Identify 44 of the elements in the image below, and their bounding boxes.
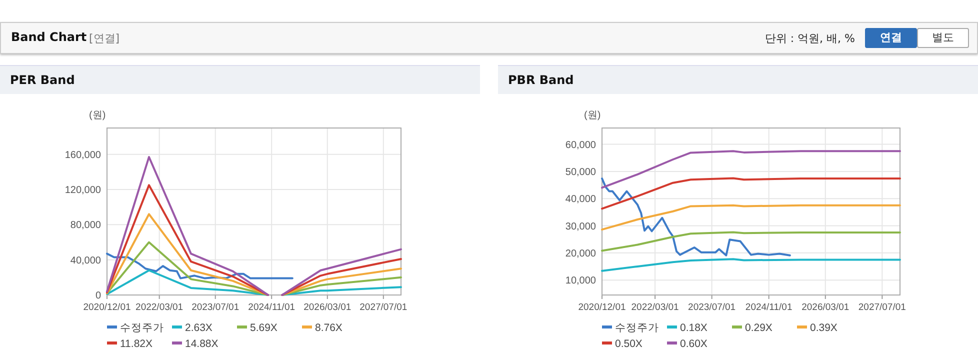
y-tick-label: 120,000 (64, 185, 102, 196)
x-tick-label: 2023/07/01 (688, 302, 736, 313)
y-tick-label: 20,000 (565, 248, 596, 260)
legend-label: 2.63X (185, 322, 212, 334)
x-tick-label: 2020/12/01 (578, 302, 626, 313)
x-tick-label: 2027/07/01 (360, 302, 408, 313)
y-tick-label: 80,000 (70, 220, 102, 232)
x-tick-label: 2026/03/01 (304, 302, 352, 313)
y-tick-label: 50,000 (565, 166, 596, 178)
legend-label: 0.50X (615, 338, 642, 350)
legend-label: 0.18X (680, 322, 708, 334)
text: [연결] (89, 31, 120, 46)
x-tick-label: 2027/07/01 (858, 302, 906, 313)
x-tick-label: 2024/11/01 (745, 302, 792, 313)
legend-label: 0.39X (810, 322, 838, 334)
y-tick-label: 60,000 (565, 140, 596, 151)
text: Band Chart (11, 30, 87, 44)
legend-label: 수정주가 (120, 322, 164, 334)
chart-title: PBR Band (508, 73, 574, 87)
y-axis-title: (원) (89, 110, 106, 121)
y-tick-label: 40,000 (565, 194, 596, 206)
legend-label: 11.82X (120, 338, 152, 350)
legend-label: 0.29X (745, 322, 772, 334)
y-tick-label: 30,000 (565, 221, 596, 232)
x-tick-label: 2024/11/01 (248, 302, 296, 313)
legend-label: 14.88X (185, 338, 218, 350)
text: 단위 : 억원, 배, % (764, 31, 855, 46)
text: 별도 (917, 28, 969, 48)
x-tick-label: 2020/12/01 (83, 302, 131, 313)
legend-label: 5.69X (250, 322, 278, 334)
legend-label: 8.76X (315, 322, 342, 334)
legend-label: 0.60X (680, 338, 708, 350)
x-tick-label: 2022/03/01 (631, 302, 679, 313)
y-tick-label: 10,000 (565, 276, 596, 287)
y-tick-label: 0 (95, 290, 102, 302)
y-tick-label: 160,000 (64, 150, 102, 161)
x-tick-label: 2026/03/01 (802, 302, 850, 313)
text: 연결 (865, 28, 917, 48)
y-axis-title: (원) (584, 110, 601, 121)
x-tick-label: 2022/03/01 (136, 302, 184, 313)
y-tick-label: 40,000 (70, 255, 102, 266)
x-tick-label: 2023/07/01 (192, 302, 240, 313)
legend-label: 수정주가 (615, 322, 659, 334)
chart-title: PER Band (10, 73, 75, 87)
